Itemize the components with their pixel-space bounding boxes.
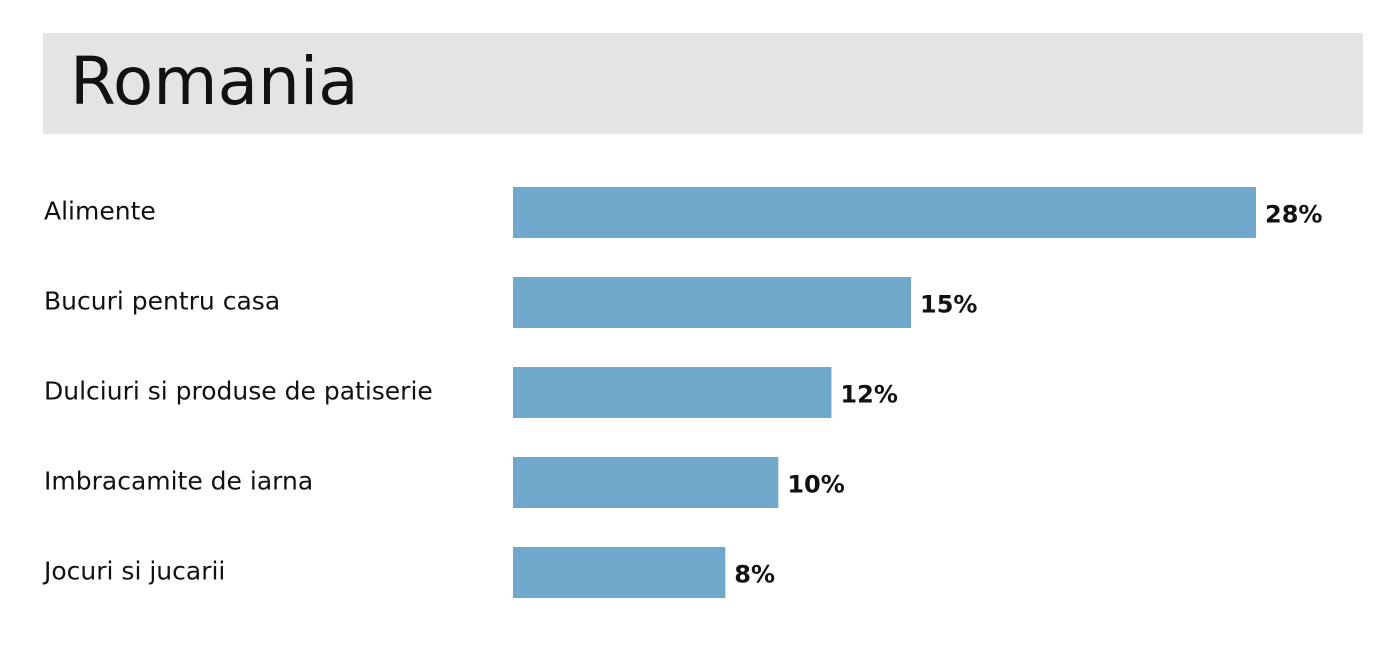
value-label: 8% <box>734 561 775 589</box>
bar <box>513 187 1256 238</box>
bar <box>513 547 726 598</box>
title-band <box>43 33 1363 134</box>
category-label: Imbracamite de iarna <box>44 467 313 496</box>
category-label: Bucuri pentru casa <box>44 287 280 316</box>
category-label: Jocuri si jucarii <box>42 557 225 586</box>
value-label: 28% <box>1265 201 1322 229</box>
value-label: 10% <box>787 471 844 499</box>
chart-title: Romania <box>70 43 359 120</box>
category-label: Dulciuri si produse de patiserie <box>44 377 433 406</box>
value-label: 12% <box>840 381 897 409</box>
value-label: 15% <box>920 291 977 319</box>
category-label: Alimente <box>44 197 156 226</box>
bar <box>513 277 912 328</box>
bar <box>513 367 832 418</box>
bar <box>513 457 779 508</box>
